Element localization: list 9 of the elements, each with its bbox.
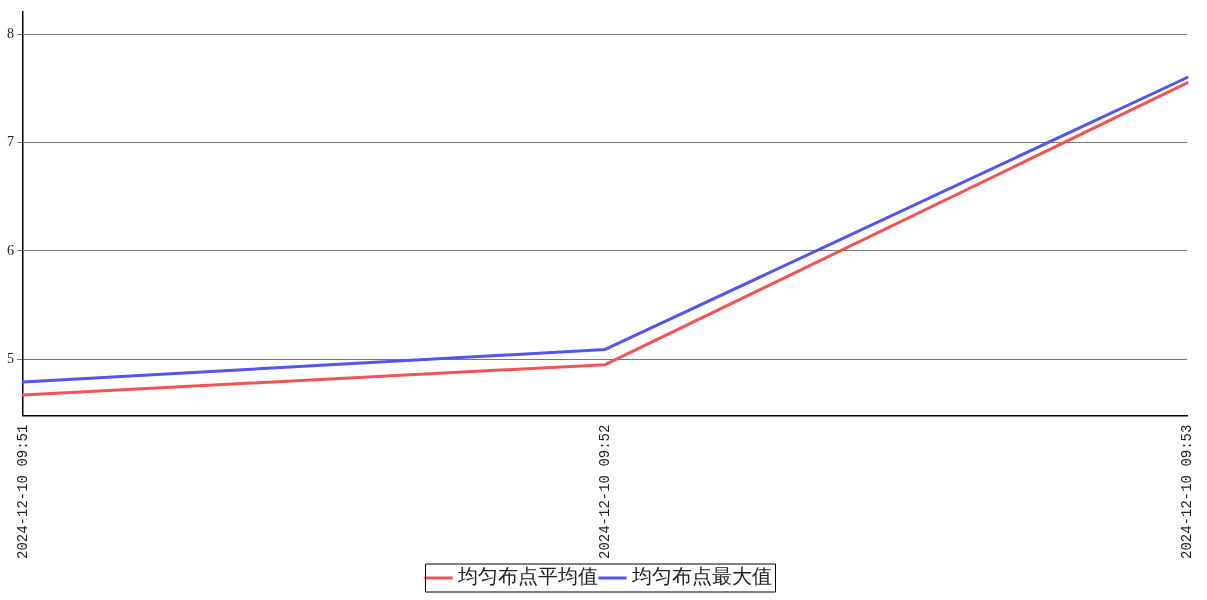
x-tick-label: 2024-12-10 09:52 — [596, 424, 613, 559]
y-tick-label: 6 — [7, 242, 14, 258]
y-tick-label: 5 — [7, 350, 14, 366]
y-tick-label: 7 — [7, 134, 14, 150]
legend-label: 均匀布点平均值 — [456, 564, 598, 589]
legend-label: 均匀布点最大值 — [630, 564, 772, 589]
x-tick-label: 2024-12-10 09:51 — [14, 424, 31, 559]
x-tick-label: 2024-12-10 09:53 — [1178, 424, 1195, 559]
y-tick-label: 8 — [7, 25, 14, 41]
